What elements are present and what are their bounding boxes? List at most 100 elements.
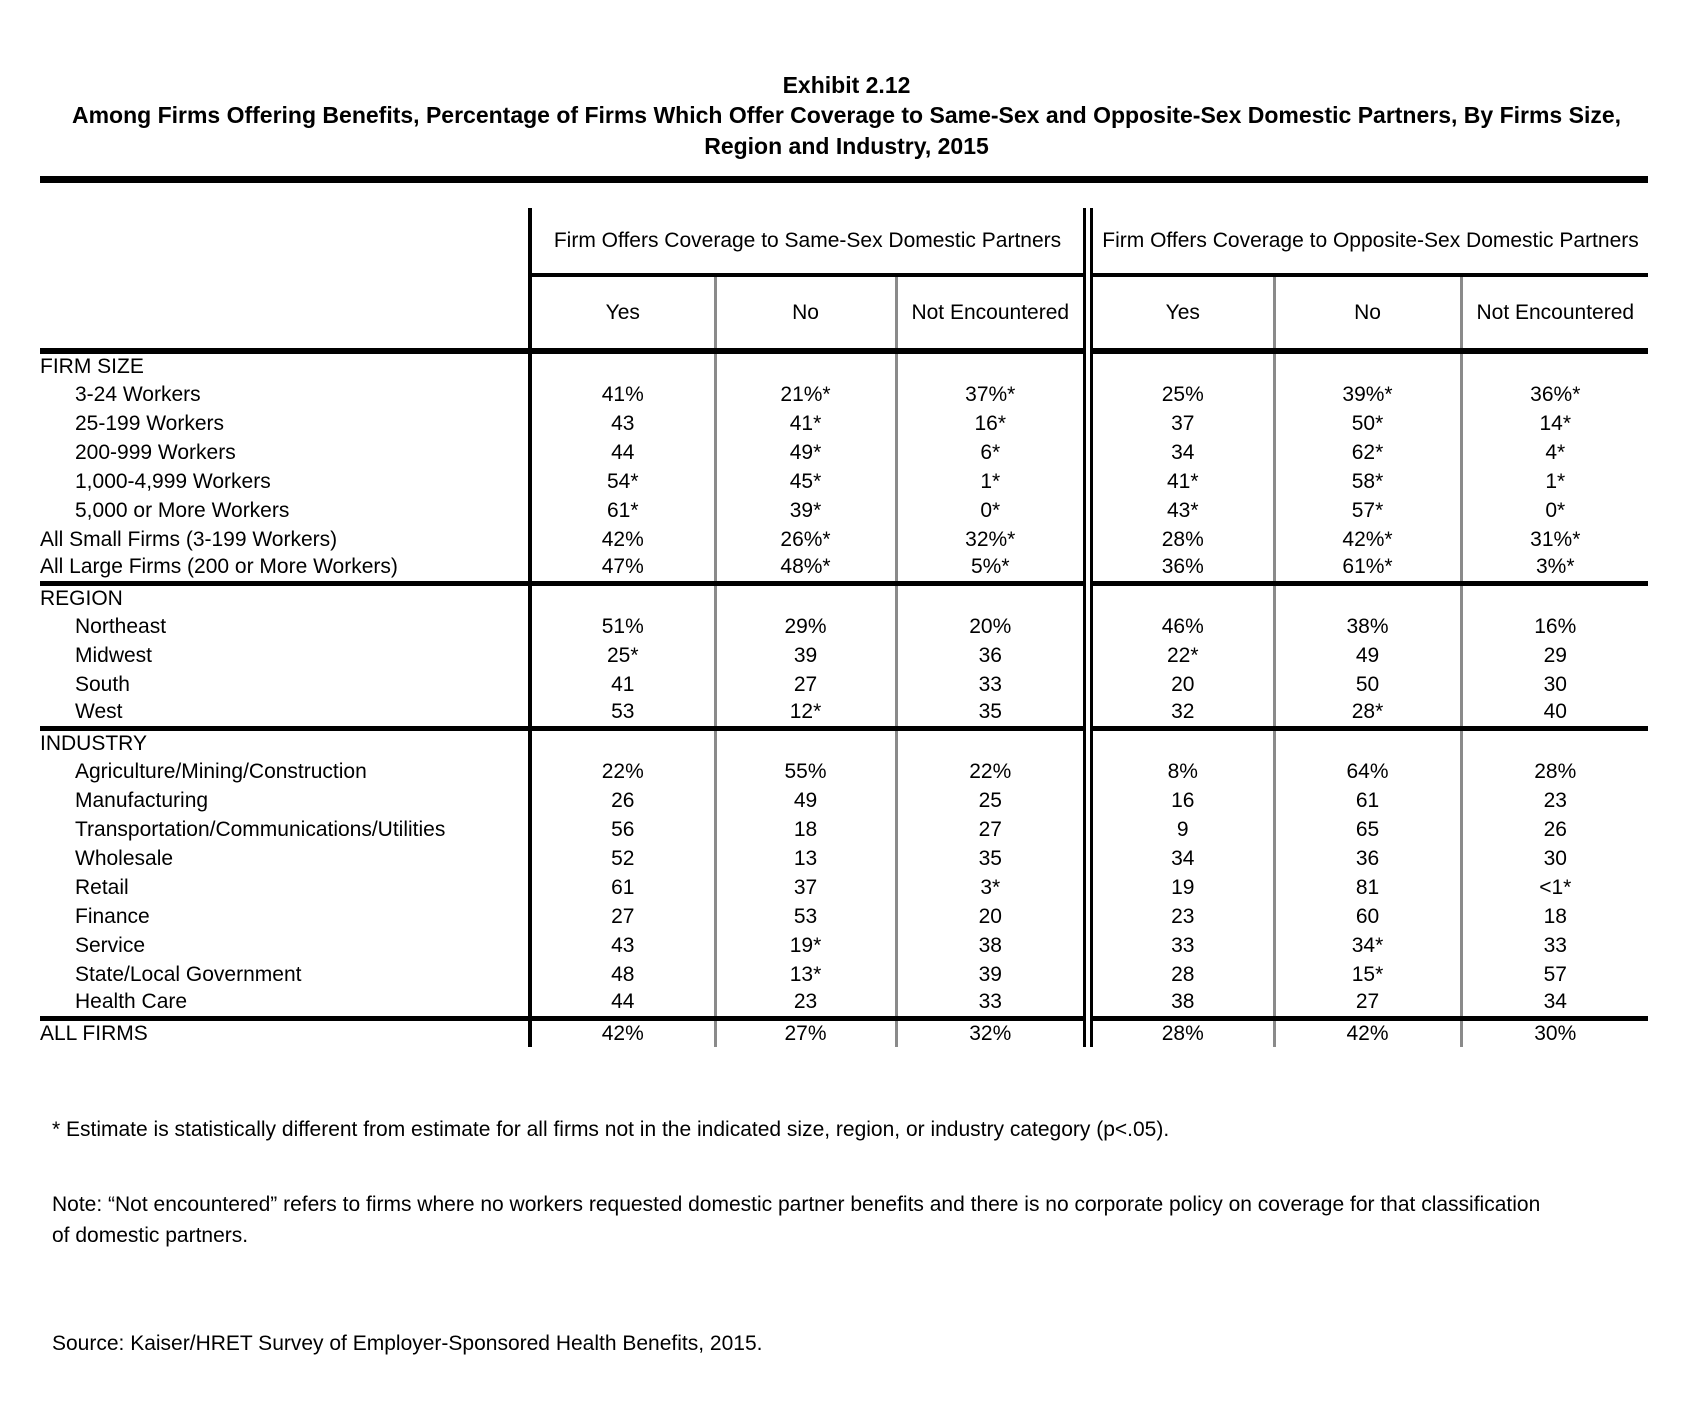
- section-header-label: INDUSTRY: [40, 725, 530, 757]
- table-row: 1,000-4,999 Workers 54* 45* 1* 41* 58* 1*: [40, 467, 1649, 496]
- cell-value: 16: [1083, 786, 1275, 815]
- cell-value: 25%: [1083, 380, 1275, 409]
- cell-value: 58*: [1272, 467, 1462, 496]
- cell-value: 22*: [1083, 641, 1275, 670]
- section-header-label: FIRM SIZE: [40, 355, 144, 378]
- row-label: Health Care: [75, 990, 188, 1014]
- cell-value: 62*: [1272, 438, 1462, 467]
- section-header-row: FIRM SIZE: [40, 351, 1649, 380]
- cell-value: 36: [1272, 844, 1462, 873]
- cell-value: 48: [528, 960, 715, 989]
- cell-value: 20: [894, 902, 1089, 931]
- cell-value: [1459, 725, 1649, 757]
- title-rule: [40, 176, 1648, 183]
- row-label: 3-24 Workers: [75, 382, 201, 406]
- cell-value: [713, 725, 896, 757]
- table-row: All Large Firms (200 or More Workers) 47%…: [40, 554, 1649, 583]
- footnote-note: Note: “Not encountered” refers to firms …: [52, 1193, 1541, 1247]
- table-row: Agriculture/Mining/Construction 22% 55% 22%…: [40, 757, 1649, 786]
- table-row: Northeast 51% 29% 20% 46% 38% 16%: [40, 612, 1649, 641]
- cell-value: [894, 580, 1089, 612]
- cell-value: 5%*: [894, 554, 1089, 583]
- cell-value: [1272, 725, 1462, 757]
- cell-value: 53: [528, 699, 715, 728]
- footnotes: * Estimate is statistically different fr…: [52, 1115, 1693, 1359]
- corner-cell: [40, 208, 530, 275]
- cell-value: 32%*: [894, 525, 1089, 554]
- col-header-yes-opposite: Yes: [1083, 275, 1275, 354]
- cell-value: [1272, 580, 1462, 612]
- cell-value: 25*: [528, 641, 715, 670]
- table-row: Transportation/Communications/Utilities 5…: [40, 815, 1649, 844]
- cell-value: 28%: [1459, 757, 1649, 786]
- row-label: State/Local Government: [75, 962, 302, 986]
- cell-value: 34: [1083, 844, 1275, 873]
- cell-value: 35: [894, 844, 1089, 873]
- cell-value: 64%: [1272, 757, 1462, 786]
- cell-value: 65: [1272, 815, 1462, 844]
- table-row: Manufacturing 26 49 25 16 61 23: [40, 786, 1649, 815]
- table-row: South 41 27 33 20 50 30: [40, 670, 1649, 699]
- row-label: Manufacturing: [75, 788, 209, 812]
- cell-value: 16%: [1459, 612, 1649, 641]
- cell-value: 61*: [528, 496, 715, 525]
- table-row: All Small Firms (3-199 Workers) 42% 26%* 32…: [40, 525, 1649, 554]
- row-label: All Small Firms (3-199 Workers): [40, 527, 338, 551]
- cell-value: 3%*: [1459, 554, 1649, 583]
- section-header-row: REGION: [40, 580, 1649, 612]
- cell-value: 18: [713, 815, 896, 844]
- col-header-no-opposite: No: [1272, 275, 1462, 354]
- cell-value: 33: [1459, 931, 1649, 960]
- exhibit-table: Firm Offers Coverage to Same-Sex Domesti…: [40, 208, 1649, 1047]
- footnote-source: Source: Kaiser/HRET Survey of Employer-S…: [52, 1332, 763, 1355]
- cell-value: [713, 351, 896, 380]
- section-header-label: REGION: [40, 580, 530, 612]
- row-label: 200-999 Workers: [75, 440, 236, 464]
- cell-value: 36%: [1083, 554, 1275, 583]
- cell-value: 60: [1272, 902, 1462, 931]
- cell-value: 42%: [528, 1015, 715, 1047]
- cell-value: 51%: [528, 612, 715, 641]
- row-label: South: [75, 672, 130, 696]
- cell-value: 44: [528, 438, 715, 467]
- table-header: Firm Offers Coverage to Same-Sex Domesti…: [40, 208, 1649, 354]
- cell-value: 26: [1459, 815, 1649, 844]
- cell-value: 34: [1083, 438, 1275, 467]
- cell-value: 39%*: [1272, 380, 1462, 409]
- total-row: ALL FIRMS 42% 27% 32% 28% 42% 30%: [40, 1015, 1649, 1047]
- cell-value: 61: [528, 873, 715, 902]
- cell-value: 42%: [1272, 1015, 1462, 1047]
- cell-value: 33: [894, 989, 1089, 1018]
- cell-value: 36%*: [1459, 380, 1649, 409]
- cell-value: 23: [1083, 902, 1275, 931]
- cell-value: 46%: [1083, 612, 1275, 641]
- cell-value: 49*: [713, 438, 896, 467]
- table-row: State/Local Government 48 13* 39 28 15* 57: [40, 960, 1649, 989]
- cell-value: 49: [1272, 641, 1462, 670]
- cell-value: 4*: [1459, 438, 1649, 467]
- cell-value: 27: [1272, 989, 1462, 1018]
- cell-value: [1083, 725, 1275, 757]
- cell-value: [713, 580, 896, 612]
- cell-value: 61: [1272, 786, 1462, 815]
- cell-value: 9: [1083, 815, 1275, 844]
- footnote-asterisk: * Estimate is statistically different fr…: [52, 1118, 1170, 1141]
- cell-value: 54*: [528, 467, 715, 496]
- cell-value: <1*: [1459, 873, 1649, 902]
- cell-value: 21%*: [713, 380, 896, 409]
- col-header-yes-same: Yes: [528, 275, 715, 354]
- corner-cell: [40, 275, 530, 354]
- cell-value: [528, 725, 715, 757]
- cell-value: 42%*: [1272, 525, 1462, 554]
- cell-value: 0*: [894, 496, 1089, 525]
- cell-value: 32: [1083, 699, 1275, 728]
- row-label: All Large Firms (200 or More Workers): [40, 555, 398, 579]
- cell-value: 45*: [713, 467, 896, 496]
- exhibit-number: Exhibit 2.12: [782, 72, 911, 98]
- sub-header-row: Yes No Not Encountered Yes No Not Encoun…: [40, 275, 1649, 354]
- cell-value: [1459, 351, 1649, 380]
- cell-value: [528, 351, 715, 380]
- cell-value: 20: [1083, 670, 1275, 699]
- cell-value: 43: [528, 931, 715, 960]
